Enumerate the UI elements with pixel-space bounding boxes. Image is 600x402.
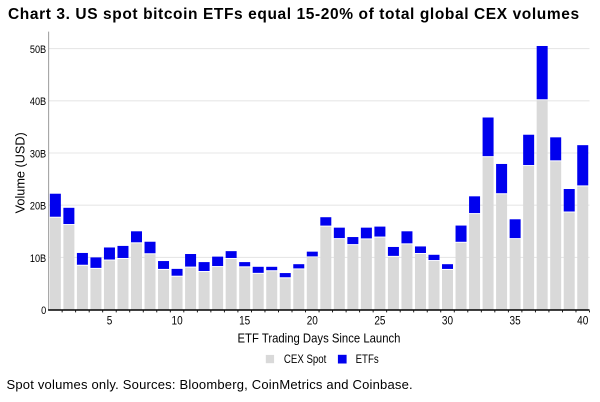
svg-text:30B: 30B (30, 149, 46, 161)
svg-text:CEX Spot: CEX Spot (284, 353, 326, 366)
svg-text:20: 20 (307, 315, 318, 328)
svg-text:35: 35 (510, 315, 521, 328)
svg-text:15: 15 (239, 315, 250, 328)
svg-text:0: 0 (41, 305, 46, 317)
svg-text:40: 40 (577, 315, 588, 328)
svg-text:30: 30 (442, 315, 453, 328)
svg-text:10B: 10B (30, 253, 46, 265)
svg-text:Volume (USD): Volume (USD) (14, 132, 28, 213)
svg-text:ETFs: ETFs (356, 353, 379, 366)
svg-text:50B: 50B (30, 44, 46, 56)
svg-text:5: 5 (107, 315, 113, 328)
svg-text:40B: 40B (30, 96, 46, 108)
svg-text:20B: 20B (30, 201, 46, 213)
svg-text:ETF Trading Days Since Launch: ETF Trading Days Since Launch (238, 331, 401, 346)
svg-text:25: 25 (374, 315, 385, 328)
svg-text:10: 10 (172, 315, 183, 328)
